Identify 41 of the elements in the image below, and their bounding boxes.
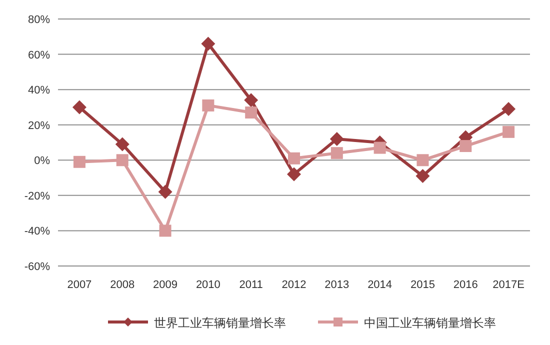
point <box>416 154 429 166</box>
x-tick-label: 2008 <box>110 279 135 291</box>
point <box>330 147 343 160</box>
y-tick-label: -60% <box>24 261 50 273</box>
x-tick-label: 2011 <box>239 279 263 291</box>
point <box>330 132 344 146</box>
y-tick-label: -40% <box>24 226 50 238</box>
y-tick-label: 80% <box>28 14 50 26</box>
point <box>158 184 172 199</box>
x-tick-label: 2007 <box>67 279 92 291</box>
point <box>287 167 301 182</box>
x-tick-label: 2013 <box>324 279 350 291</box>
point <box>116 154 128 166</box>
x-tick-label: 2012 <box>282 279 306 291</box>
x-tick-label: 2015 <box>410 279 435 291</box>
point <box>416 169 430 184</box>
point <box>201 36 216 51</box>
point <box>502 102 516 116</box>
x-tick-label: 2014 <box>368 279 392 291</box>
point <box>244 93 258 108</box>
y-tick-label: 60% <box>28 49 50 62</box>
y-tick-label: 20% <box>28 120 50 132</box>
y-tick-label: 40% <box>28 84 50 97</box>
point <box>245 106 258 119</box>
x-tick-label: 2010 <box>196 279 220 291</box>
x-tick-label: 2009 <box>153 279 178 291</box>
point <box>288 152 300 164</box>
point <box>460 140 472 152</box>
point <box>374 142 386 154</box>
legend-label: 中国工业车辆销量增长率 <box>364 316 496 330</box>
y-tick-label: -20% <box>24 190 50 202</box>
point <box>159 224 172 237</box>
point <box>72 100 86 114</box>
point <box>73 156 86 168</box>
x-tick-label: 2016 <box>453 279 478 291</box>
point <box>202 99 214 112</box>
point <box>502 126 515 138</box>
x-tick-label: 2017E <box>492 279 524 291</box>
y-tick-label: 0% <box>34 155 50 168</box>
point <box>115 137 130 152</box>
legend-label: 世界工业车辆销量增长率 <box>154 316 286 330</box>
